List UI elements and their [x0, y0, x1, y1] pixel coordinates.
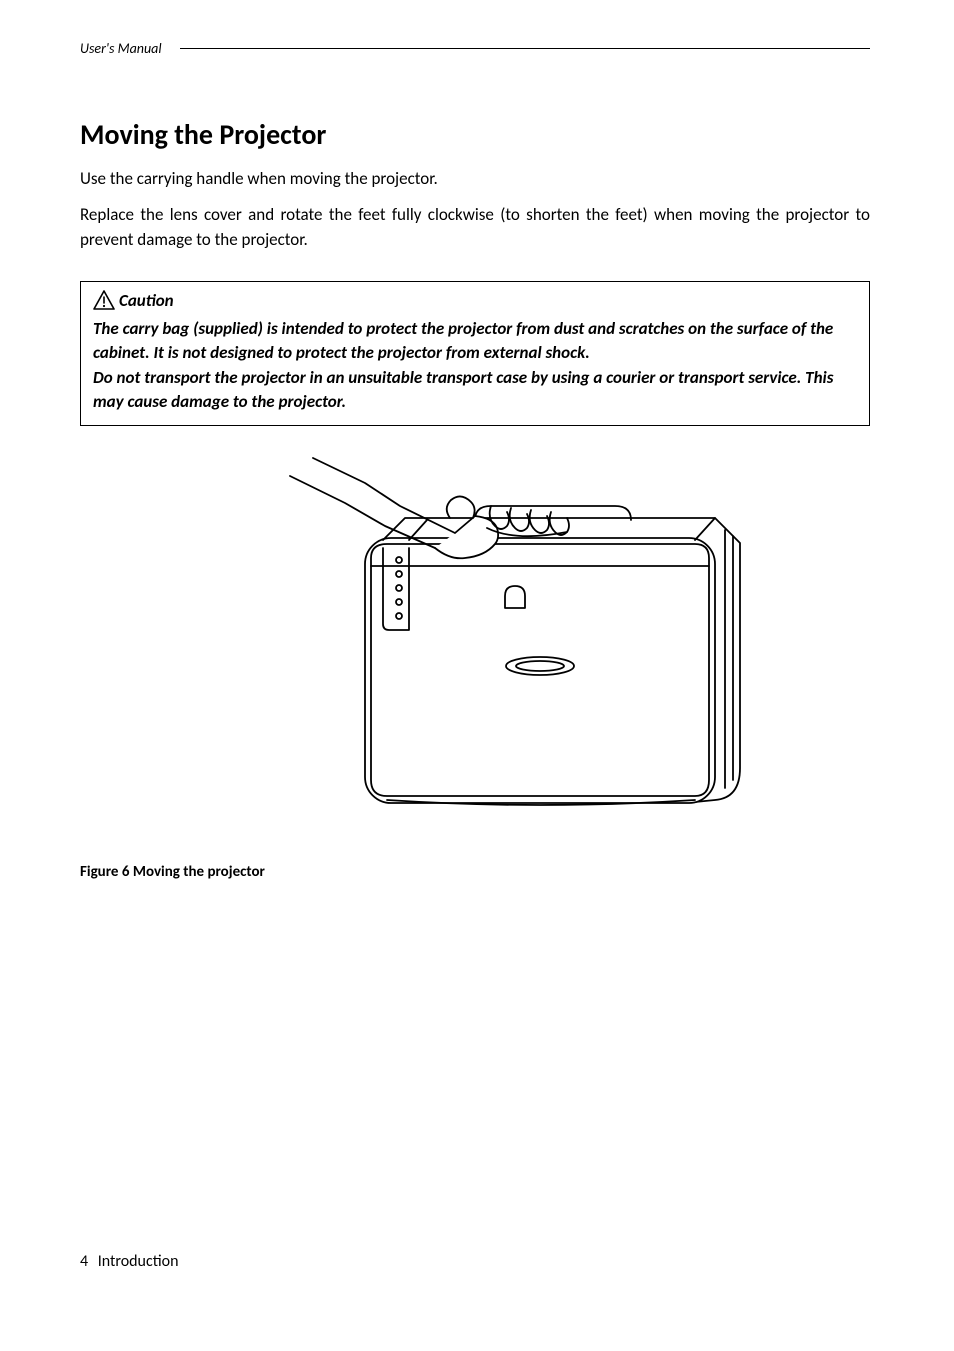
caution-box: Caution The carry bag (supplied) is inte… — [80, 281, 870, 427]
page-footer: 4 Introduction — [80, 1252, 178, 1271]
caution-heading: Caution — [93, 290, 857, 311]
paragraph-2: Replace the lens cover and rotate the fe… — [80, 202, 870, 253]
page-number: 4 — [80, 1252, 88, 1271]
warning-icon — [93, 290, 115, 310]
header-label: User's Manual — [80, 40, 180, 57]
caution-label: Caution — [119, 290, 174, 311]
figure: Figure 6 Moving the projector — [80, 448, 870, 881]
section-title: Moving the Projector — [80, 117, 870, 152]
header-rule — [180, 48, 870, 49]
page-content: User's Manual Moving the Projector Use t… — [80, 40, 870, 881]
paragraph-1: Use the carrying handle when moving the … — [80, 166, 870, 192]
chapter-name: Introduction — [98, 1252, 179, 1271]
running-header: User's Manual — [80, 40, 870, 57]
caution-body: The carry bag (supplied) is intended to … — [93, 317, 857, 416]
figure-caption: Figure 6 Moving the projector — [80, 863, 870, 881]
projector-illustration — [195, 448, 755, 818]
